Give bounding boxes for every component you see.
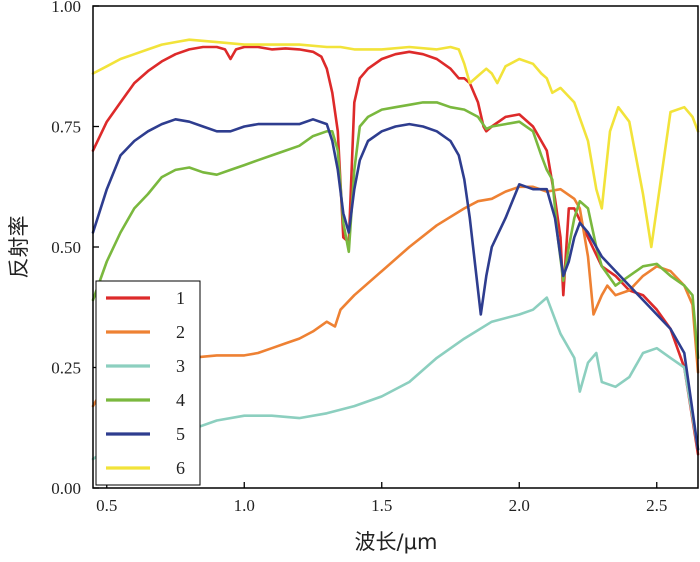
legend-label-5: 5 xyxy=(176,424,185,444)
series-line-3 xyxy=(91,296,700,461)
y-tick-label: 0.00 xyxy=(51,479,81,498)
legend-label-4: 4 xyxy=(176,390,185,410)
legend-label-2: 2 xyxy=(176,322,185,342)
ticks-layer: 0.5 1.0 1.5 2.0 2.5 0.00 0.25 0.50 0.75 1.00 xyxy=(51,0,667,515)
legend-label-6: 6 xyxy=(176,458,185,478)
legend-label-1: 1 xyxy=(176,288,185,308)
series-line-2 xyxy=(91,185,700,408)
legend-label-3: 3 xyxy=(176,356,185,376)
series-line-6 xyxy=(91,38,700,249)
y-tick-label: 0.50 xyxy=(51,238,81,257)
x-tick-label: 1.5 xyxy=(371,496,392,515)
y-tick-label: 0.25 xyxy=(51,359,81,378)
legend: 1 2 3 4 5 6 xyxy=(95,280,201,486)
x-axis-title: 波长/μm xyxy=(355,530,438,554)
y-tick-label: 1.00 xyxy=(51,0,81,16)
x-tick-label: 1.0 xyxy=(234,496,255,515)
series-line-4 xyxy=(91,101,700,360)
x-tick-label: 2.0 xyxy=(509,496,530,515)
series-line-5 xyxy=(91,118,700,451)
series-line-1 xyxy=(91,45,700,456)
x-tick-label: 0.5 xyxy=(96,496,117,515)
x-tick-label: 2.5 xyxy=(646,496,667,515)
y-axis-title: 反射率 xyxy=(7,216,31,279)
legend-box xyxy=(95,280,201,486)
y-tick-label: 0.75 xyxy=(51,118,81,137)
series-layer xyxy=(91,38,700,461)
